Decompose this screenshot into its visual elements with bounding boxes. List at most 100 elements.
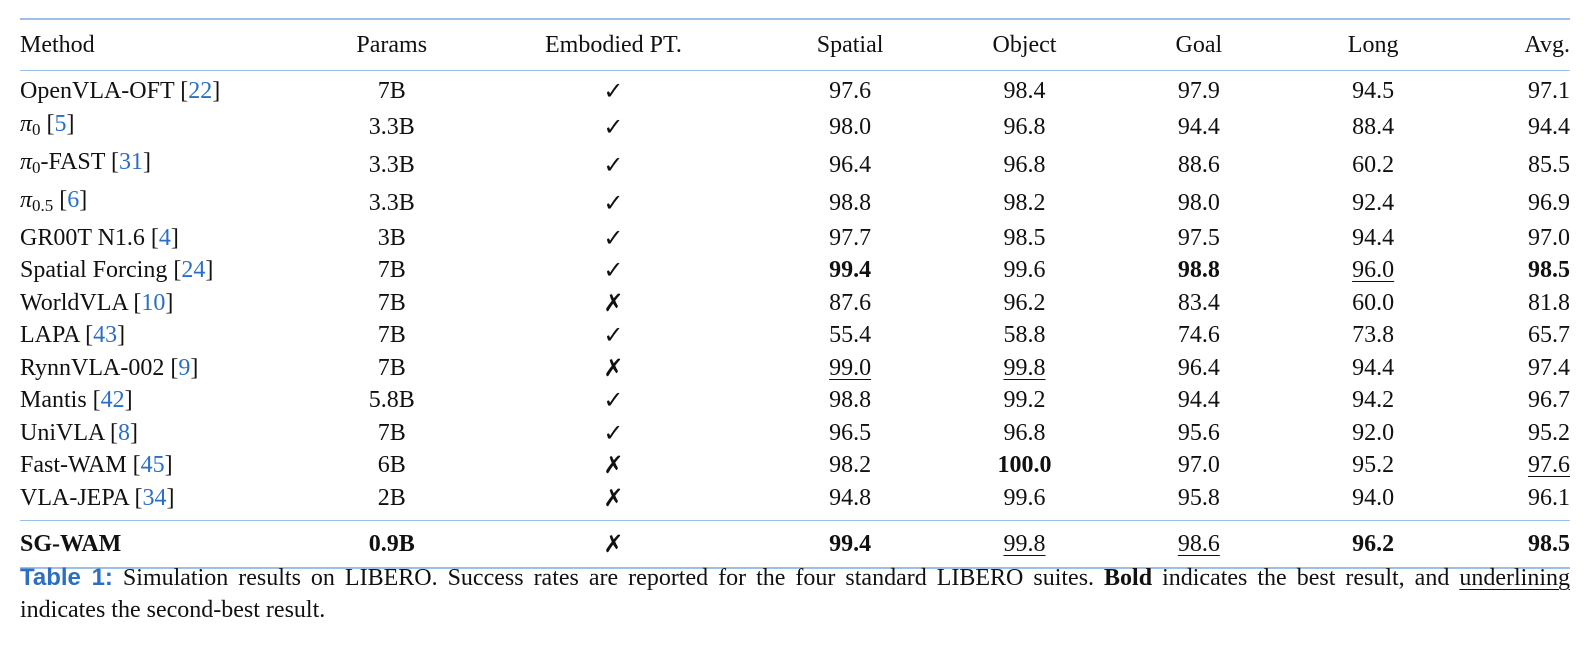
long-cell: 96.0 bbox=[1286, 254, 1460, 287]
method-name: OpenVLA-OFT bbox=[20, 78, 175, 105]
long-cell: 95.2 bbox=[1286, 449, 1460, 482]
method-name: GR00T N1.6 bbox=[20, 224, 145, 251]
params-cell: 7B bbox=[377, 419, 406, 446]
table-row: UniVLA [8] 7B ✓ 96.5 96.8 95.6 92.0 95.2 bbox=[20, 417, 1570, 450]
method-name: Mantis bbox=[20, 387, 87, 414]
avg-cell: 97.1 bbox=[1460, 71, 1570, 108]
object-cell: 98.2 bbox=[937, 184, 1111, 222]
goal-cell: 97.5 bbox=[1112, 222, 1286, 255]
embodied-mark: ✓ bbox=[603, 150, 624, 179]
embodied-mark-ours: ✗ bbox=[603, 530, 624, 558]
goal-value: 96.4 bbox=[1177, 354, 1220, 381]
table-row: Mantis [42] 5.8B ✓ 98.8 99.2 94.4 94.2 96.7 bbox=[20, 384, 1570, 417]
citation-ref: 8 bbox=[118, 419, 130, 446]
long-cell: 94.4 bbox=[1286, 352, 1460, 385]
table-row: WorldVLA [10] 7B ✗ 87.6 96.2 83.4 60.0 81.8 bbox=[20, 287, 1570, 320]
spatial-value: 99.0 bbox=[829, 354, 872, 381]
long-value: 94.5 bbox=[1352, 78, 1395, 105]
spatial-ours: 99.4 bbox=[829, 531, 872, 557]
params-cell: 7B bbox=[377, 78, 406, 105]
object-value: 98.4 bbox=[1003, 78, 1046, 105]
object-cell: 96.8 bbox=[937, 417, 1111, 450]
spatial-cell: 98.8 bbox=[763, 184, 937, 222]
spatial-cell: 87.6 bbox=[763, 287, 937, 320]
object-value: 98.2 bbox=[1003, 189, 1046, 216]
header-long: Long bbox=[1347, 32, 1399, 58]
table-row: RynnVLA-002 [9] 7B ✗ 99.0 99.8 96.4 94.4 97.4 bbox=[20, 352, 1570, 385]
long-cell: 60.0 bbox=[1286, 287, 1460, 320]
avg-value: 97.4 bbox=[1528, 354, 1570, 381]
object-value: 58.8 bbox=[1003, 322, 1046, 349]
spatial-value: 97.7 bbox=[829, 224, 872, 251]
object-value: 99.2 bbox=[1003, 387, 1046, 414]
object-cell: 100.0 bbox=[937, 449, 1111, 482]
method-name: LAPA bbox=[20, 322, 80, 349]
spatial-value: 98.2 bbox=[829, 452, 872, 479]
method-cell: UniVLA [8] bbox=[20, 419, 138, 446]
long-value: 88.4 bbox=[1352, 113, 1395, 140]
avg-value: 65.7 bbox=[1528, 322, 1570, 349]
method-name: Fast-WAM bbox=[20, 452, 127, 479]
params-cell: 3.3B bbox=[368, 189, 415, 216]
method-cell: RynnVLA-002 [9] bbox=[20, 354, 199, 381]
results-table: Method Params Embodied PT. Spatial Objec… bbox=[20, 18, 1570, 569]
method-name-subscript: 0 bbox=[32, 157, 41, 177]
header-spatial: Spatial bbox=[816, 32, 884, 58]
avg-value: 96.9 bbox=[1528, 189, 1570, 216]
params-cell: 3B bbox=[377, 224, 406, 251]
citation-ref: 5 bbox=[54, 110, 67, 137]
object-value: 96.8 bbox=[1003, 419, 1046, 446]
avg-value: 94.4 bbox=[1528, 113, 1570, 140]
spatial-cell: 94.8 bbox=[763, 482, 937, 521]
object-value: 99.6 bbox=[1003, 257, 1046, 284]
spatial-value: 87.6 bbox=[829, 289, 872, 316]
goal-value: 98.0 bbox=[1177, 189, 1220, 216]
method-cell: VLA-JEPA [34] bbox=[20, 484, 175, 511]
params-cell: 3.3B bbox=[368, 113, 415, 140]
long-value: 94.4 bbox=[1352, 354, 1395, 381]
header-params: Params bbox=[356, 32, 428, 58]
goal-cell: 95.6 bbox=[1112, 417, 1286, 450]
params-cell: 7B bbox=[377, 322, 406, 349]
goal-cell: 96.4 bbox=[1112, 352, 1286, 385]
embodied-mark: ✗ bbox=[603, 451, 624, 480]
table-row: OpenVLA-OFT [22] 7B ✓ 97.6 98.4 97.9 94.5 97.1 bbox=[20, 71, 1570, 108]
long-value: 92.0 bbox=[1352, 419, 1395, 446]
goal-cell: 88.6 bbox=[1112, 146, 1286, 184]
avg-value: 95.2 bbox=[1528, 419, 1570, 446]
citation-ref: 22 bbox=[188, 78, 213, 105]
long-value: 60.0 bbox=[1352, 289, 1395, 316]
spatial-value: 97.6 bbox=[829, 78, 872, 105]
caption-text-3: indicates the second-best result. bbox=[20, 597, 326, 623]
method-name: WorldVLA bbox=[20, 289, 128, 316]
object-value: 96.2 bbox=[1003, 289, 1046, 316]
goal-cell: 98.0 bbox=[1112, 184, 1286, 222]
method-name-symbol: π bbox=[20, 110, 33, 137]
method-cell: Spatial Forcing [24] bbox=[20, 257, 214, 284]
goal-cell: 95.8 bbox=[1112, 482, 1286, 521]
goal-value: 97.9 bbox=[1177, 78, 1220, 105]
embodied-mark: ✓ bbox=[603, 77, 624, 106]
long-value: 73.8 bbox=[1352, 322, 1395, 349]
method-name-suffix: -FAST bbox=[40, 148, 105, 175]
spatial-cell: 96.4 bbox=[763, 146, 937, 184]
citation-ref: 10 bbox=[141, 289, 166, 316]
params-cell: 7B bbox=[377, 257, 406, 284]
avg-value: 81.8 bbox=[1528, 289, 1570, 316]
object-cell: 58.8 bbox=[937, 319, 1111, 352]
avg-value: 85.5 bbox=[1528, 151, 1570, 178]
long-cell: 92.0 bbox=[1286, 417, 1460, 450]
method-name: RynnVLA-002 bbox=[20, 354, 165, 381]
embodied-mark: ✓ bbox=[603, 256, 624, 285]
avg-value: 97.0 bbox=[1528, 224, 1570, 251]
spatial-value: 98.8 bbox=[829, 387, 872, 414]
method-cell: Mantis [42] bbox=[20, 387, 133, 414]
long-cell: 92.4 bbox=[1286, 184, 1460, 222]
long-cell: 94.4 bbox=[1286, 222, 1460, 255]
goal-cell: 94.4 bbox=[1112, 384, 1286, 417]
embodied-mark: ✗ bbox=[603, 353, 624, 382]
citation-ref: 42 bbox=[100, 387, 125, 414]
table-row-ours: SG-WAM 0.9B ✗ 99.4 99.8 98.6 96.2 98.5 bbox=[20, 520, 1570, 568]
header-method: Method bbox=[20, 32, 95, 58]
params-cell: 7B bbox=[377, 289, 406, 316]
